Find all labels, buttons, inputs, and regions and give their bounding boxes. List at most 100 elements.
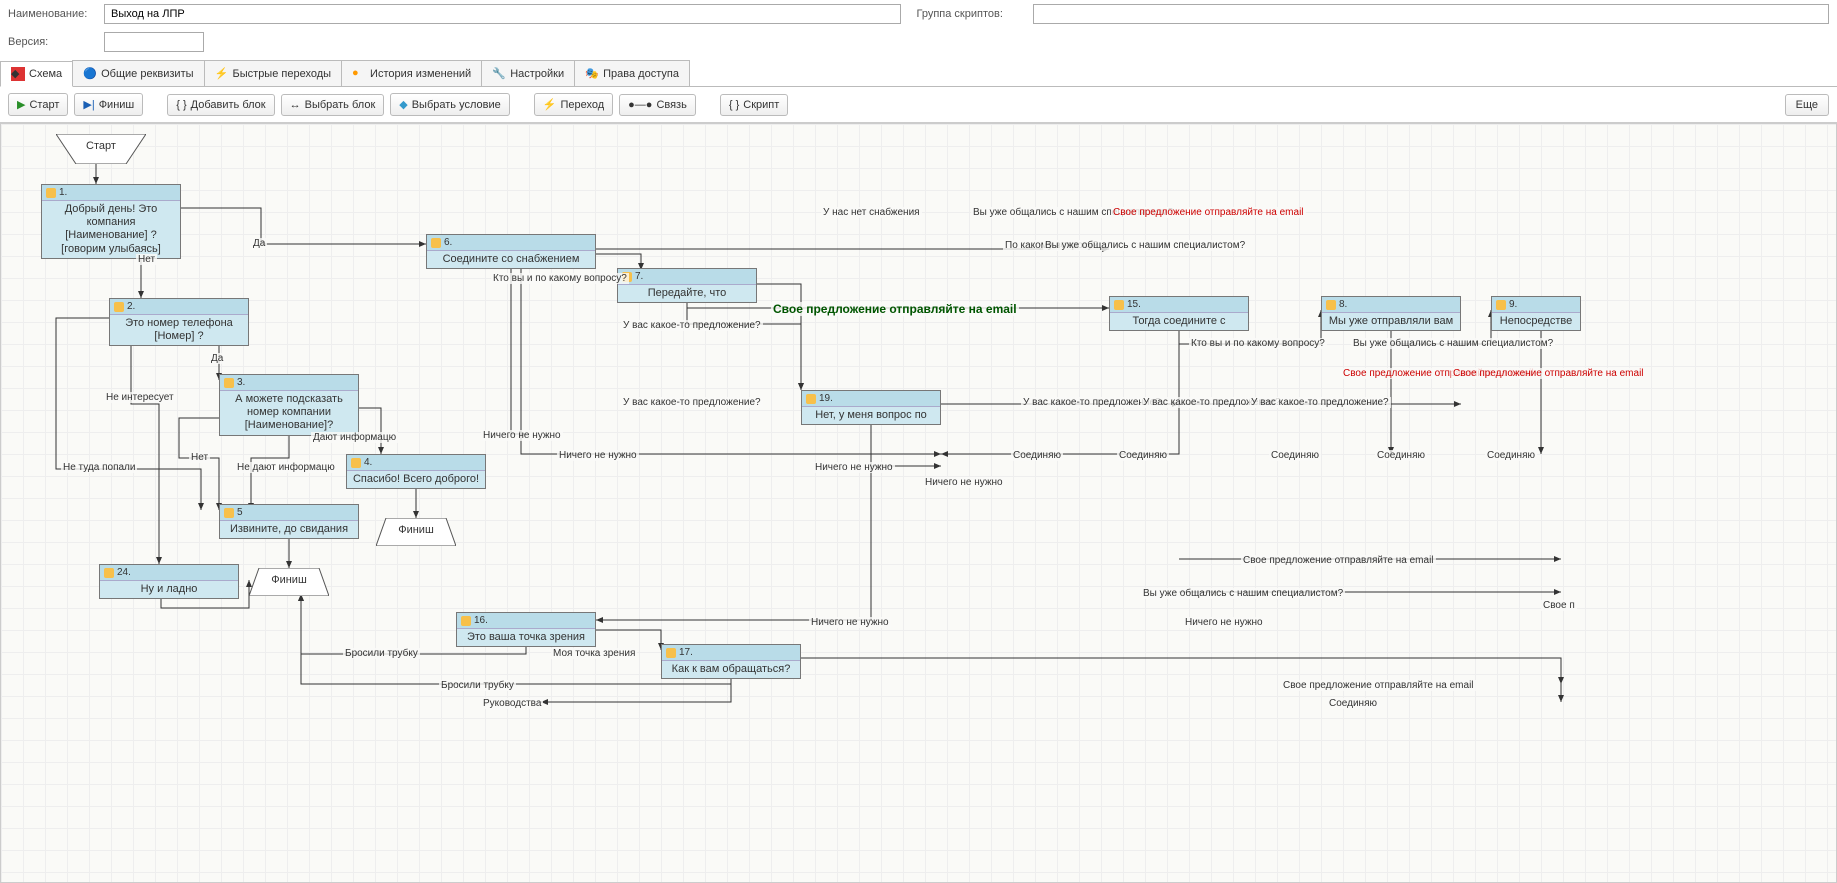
edge-label-e42: Руководства [481, 698, 543, 709]
edge-label-e21: Свое предложение отправляйте на email [771, 302, 1019, 316]
edge-label-e7: Дают информацю [311, 432, 398, 443]
node-body: Тогда соедините с [1110, 313, 1248, 330]
edge-label-e11: У вас какое-то предложение? [621, 397, 763, 408]
node-body: Извините, до свидания [220, 521, 358, 538]
name-label: Наименование: [8, 8, 98, 20]
flow-node-n3[interactable]: 3.А можете подсказать номер компании [На… [219, 374, 359, 436]
node-icon [224, 508, 234, 518]
node-icon [666, 648, 676, 658]
edge-label-e13: Ничего не нужно [557, 450, 639, 461]
tab-common[interactable]: 🔵Общие реквизиты [72, 60, 204, 86]
node-id: 5 [237, 507, 243, 518]
node-icon [46, 188, 56, 198]
script-label: Скрипт [743, 99, 779, 111]
finish-button[interactable]: ▶|Финиш [74, 93, 143, 116]
tabs-bar: ◆Схема 🔵Общие реквизиты ⚡Быстрые переход… [0, 60, 1837, 87]
node-header: 3. [220, 375, 358, 391]
node-body: Ну и ладно [100, 581, 238, 598]
edge-label-e6: Не туда попали [61, 462, 137, 473]
node-body: А можете подсказать номер компании [Наим… [220, 391, 358, 435]
flow-node-n6[interactable]: 6.Соедините со снабжением [426, 234, 596, 269]
flow-node-n17[interactable]: 17. Как к вам обращаться? [661, 644, 801, 679]
tab-access[interactable]: 🎭Права доступа [574, 60, 690, 86]
start-shape[interactable]: Старт [56, 134, 146, 164]
node-id: 16. [474, 615, 488, 626]
group-label: Группа скриптов: [917, 8, 1027, 20]
finish-icon: ▶| [83, 98, 94, 111]
edge-label-e23: Вы уже общались с нашим специалистом? [1351, 338, 1555, 349]
edge-label-e4: Не интересует [104, 392, 176, 403]
node-id: 19. [819, 393, 833, 404]
flow-node-n4[interactable]: 4.Спасибо! Всего доброго! [346, 454, 486, 489]
edge-label-e5: Нет [189, 452, 210, 463]
link-label: Связь [656, 99, 686, 111]
version-input[interactable] [104, 32, 204, 52]
node-header: 9. [1492, 297, 1580, 313]
node-body: Добрый день! Это компания [Наименование]… [42, 201, 180, 258]
edge-label-e14: Ничего не нужно [813, 462, 895, 473]
arrows-icon: ↔ [290, 99, 301, 111]
node-icon [806, 394, 816, 404]
edge-label-e10: У вас какое-то предложение? [621, 320, 763, 331]
flow-node-n5[interactable]: 5 Извините, до свидания [219, 504, 359, 539]
script-icon: { } [729, 99, 739, 111]
add-block-label: Добавить блок [191, 99, 266, 111]
node-id: 9. [1509, 299, 1517, 310]
tab-access-label: Права доступа [603, 68, 679, 80]
flow-node-n1[interactable]: 1. Добрый день! Это компания [Наименовани… [41, 184, 181, 259]
toolbar: ▶Старт ▶|Финиш { } Добавить блок ↔ Выбрать… [0, 87, 1837, 123]
flow-node-n9[interactable]: 9.Непосредстве [1491, 296, 1581, 331]
node-header: 7. [618, 269, 756, 285]
node-body: Как к вам обращаться? [662, 661, 800, 678]
link-button[interactable]: ●—● Связь [619, 94, 696, 116]
edge-label-e20: Вы уже общались с нашим специалистом? [1043, 240, 1247, 251]
flow-node-n24[interactable]: 24.Ну и ладно [99, 564, 239, 599]
tab-history[interactable]: ●История изменений [341, 60, 482, 86]
finish-shape-1[interactable]: Финиш [376, 518, 456, 546]
edge-label-e37: Ничего не нужно [809, 617, 891, 628]
tab-scheme[interactable]: ◆Схема [0, 61, 73, 87]
edge-label-e12: Ничего не нужно [481, 430, 563, 441]
canvas-wrapper[interactable]: Старт Финиш Финиш 1. Добрый день! Это ком… [0, 123, 1837, 883]
transition-label: Переход [560, 99, 604, 111]
transition-button[interactable]: ⚡Переход [534, 93, 613, 116]
node-body: Спасибо! Всего доброго! [347, 471, 485, 488]
node-id: 1. [59, 187, 67, 198]
node-id: 6. [444, 237, 452, 248]
flow-node-n7[interactable]: 7.Передайте, что [617, 268, 757, 303]
name-input[interactable] [104, 4, 901, 24]
script-button[interactable]: { } Скрипт [720, 94, 788, 116]
select-condition-label: Выбрать условие [412, 99, 501, 111]
braces-icon: { } [176, 99, 186, 111]
flow-node-n2[interactable]: 2.Это номер телефона [Номер] ? [109, 298, 249, 346]
select-block-label: Выбрать блок [305, 99, 376, 111]
edge-label-e43: Свое предложение отправляйте на email [1281, 680, 1476, 691]
tab-settings[interactable]: 🔧Настройки [481, 60, 575, 86]
node-id: 17. [679, 647, 693, 658]
finish-shape-2[interactable]: Финиш [249, 568, 329, 596]
group-input[interactable] [1033, 4, 1830, 24]
flow-node-n16[interactable]: 16.Это ваша точка зрения [456, 612, 596, 647]
node-header: 1. [42, 185, 180, 201]
flowchart-canvas[interactable]: Старт Финиш Финиш 1. Добрый день! Это ком… [1, 124, 1837, 883]
more-button[interactable]: Еще [1785, 94, 1829, 116]
flow-node-n15[interactable]: 15.Тогда соедините с [1109, 296, 1249, 331]
node-icon [1114, 300, 1124, 310]
node-icon [114, 302, 124, 312]
node-header: 6. [427, 235, 595, 251]
edge-label-e30: Соединяю [1117, 450, 1169, 461]
flow-node-n19[interactable]: 19.Нет, у меня вопрос по [801, 390, 941, 425]
tab-quick[interactable]: ⚡Быстрые переходы [204, 60, 343, 86]
add-block-button[interactable]: { } Добавить блок [167, 94, 274, 116]
edge-label-e16: У нас нет снабжения [821, 207, 922, 218]
play-icon: ▶ [17, 98, 25, 111]
start-button[interactable]: ▶Старт [8, 93, 68, 116]
select-condition-button[interactable]: ◆Выбрать условие [390, 93, 509, 116]
select-block-button[interactable]: ↔ Выбрать блок [281, 94, 385, 116]
link-icon: ●—● [628, 99, 652, 111]
tab-history-label: История изменений [370, 68, 471, 80]
edge-label-e34: Свое предложение отправляйте на email [1241, 555, 1436, 566]
node-header: 4. [347, 455, 485, 471]
flow-node-n8[interactable]: 8.Мы уже отправляли вам [1321, 296, 1461, 331]
finish2-label: Финиш [249, 574, 329, 586]
